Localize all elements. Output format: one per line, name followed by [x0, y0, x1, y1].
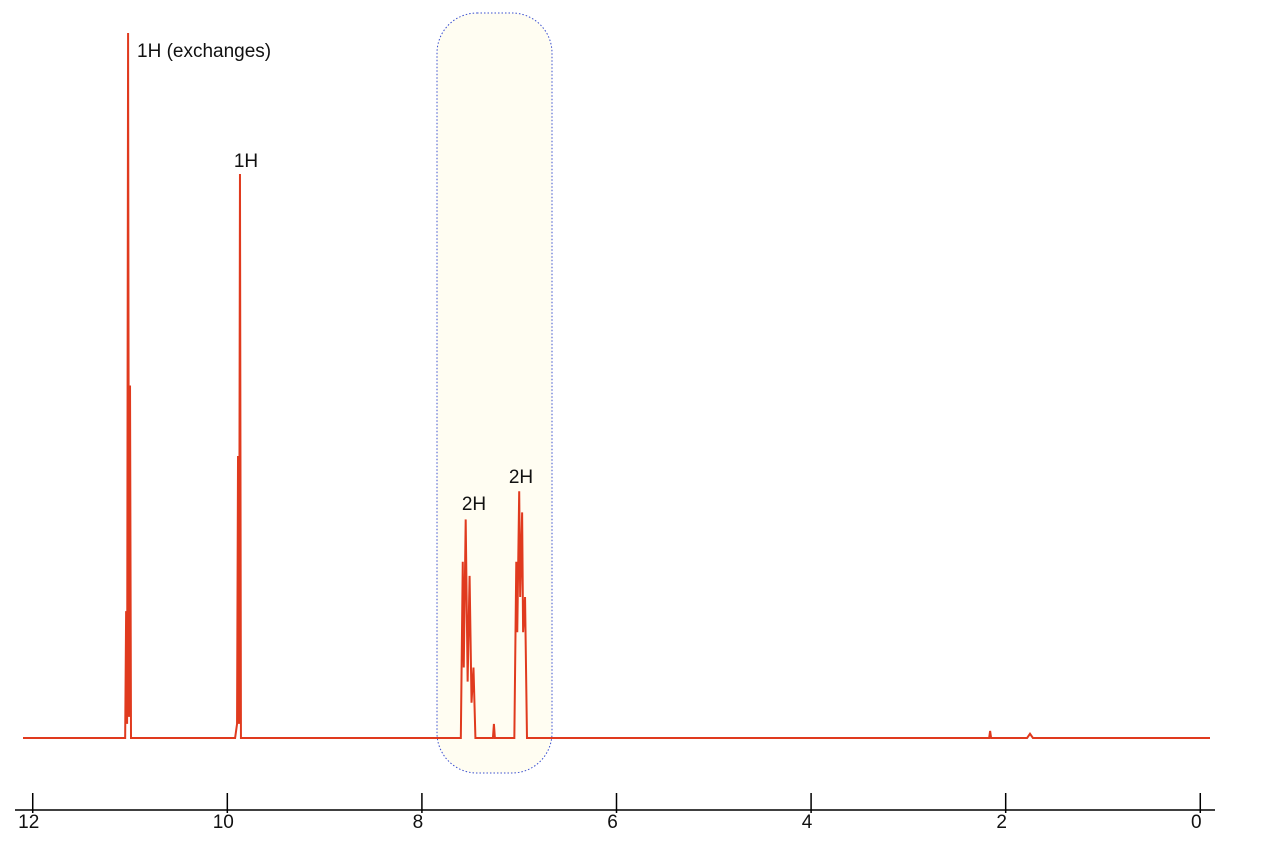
x-tick-label: 4 [802, 812, 813, 833]
x-tick-label: 8 [413, 812, 424, 833]
x-tick-label: 10 [213, 812, 234, 833]
x-tick-label: 0 [1191, 812, 1202, 833]
peak-annotation: 2H [462, 494, 486, 515]
spectrum-line [23, 32, 1210, 739]
highlight-region [436, 12, 553, 774]
x-tick-label: 12 [18, 812, 39, 833]
peak-annotation: 2H [509, 467, 533, 488]
peak-annotation: 1H [234, 151, 258, 172]
x-tick-label: 6 [607, 812, 618, 833]
x-tick-label: 2 [996, 812, 1007, 833]
peak-annotation: 1H (exchanges) [137, 41, 271, 62]
